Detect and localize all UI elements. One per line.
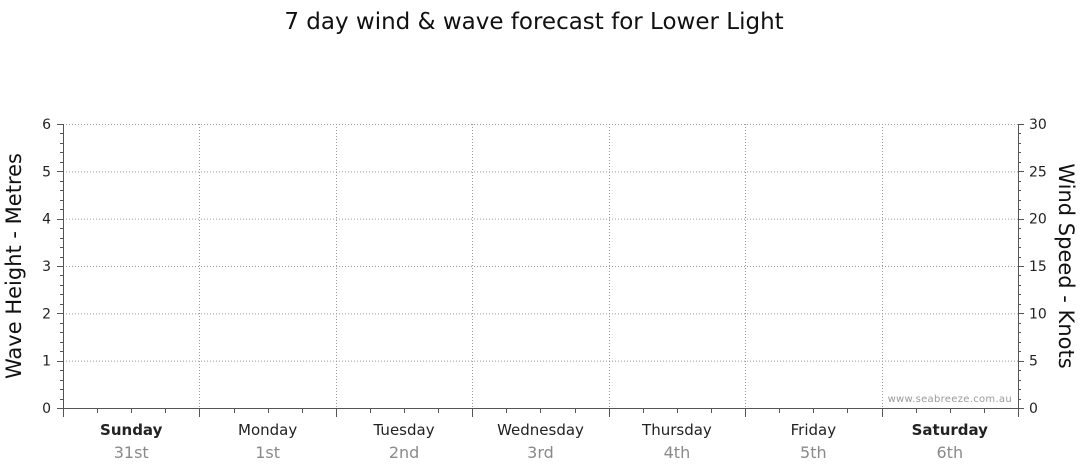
right-tick-label: 15	[1029, 259, 1047, 275]
right-tick-label: 20	[1029, 212, 1047, 228]
chart-title: 7 day wind & wave forecast for Lower Lig…	[284, 9, 783, 35]
right-tick-label: 0	[1029, 401, 1038, 417]
day-date-label: 6th	[936, 443, 963, 462]
day-date-label: 31st	[114, 443, 149, 462]
left-tick-label: 6	[42, 117, 51, 133]
right-tick-label: 5	[1029, 354, 1038, 370]
left-tick-label: 3	[42, 259, 51, 275]
day-name-label: Friday	[791, 421, 837, 439]
day-date-label: 1st	[255, 443, 280, 462]
day-date-label: 2nd	[389, 443, 419, 462]
right-tick-label: 10	[1029, 306, 1047, 322]
day-name-label: Saturday	[912, 421, 989, 439]
right-tick-label: 25	[1029, 164, 1047, 180]
left-tick-label: 0	[42, 401, 51, 417]
right-tick-label: 30	[1029, 117, 1047, 133]
left-axis-title: Wave Height - Metres	[2, 153, 26, 379]
day-name-label: Thursday	[641, 421, 712, 439]
axes	[57, 124, 1024, 417]
watermark-text: www.seabreeze.com.au	[888, 394, 1012, 405]
day-date-label: 3rd	[527, 443, 554, 462]
day-name-label: Tuesday	[373, 421, 435, 439]
day-date-label: 4th	[664, 443, 691, 462]
left-tick-label: 1	[42, 354, 51, 370]
left-tick-label: 2	[42, 306, 51, 322]
right-axis-title: Wind Speed - Knots	[1054, 163, 1078, 368]
day-name-label: Sunday	[100, 421, 163, 439]
left-tick-label: 4	[42, 212, 51, 228]
day-labels: Sunday 31st Monday 1st Tuesday 2nd Wednesday 3r…	[100, 421, 988, 462]
tick-labels: 0 1 2 3 4 5 6 0 5 10 15 20 25 30	[42, 117, 1047, 417]
day-name-label: Wednesday	[497, 421, 584, 439]
day-date-label: 5th	[800, 443, 827, 462]
grid	[63, 124, 1018, 408]
day-name-label: Monday	[238, 421, 297, 439]
left-tick-label: 5	[42, 164, 51, 180]
